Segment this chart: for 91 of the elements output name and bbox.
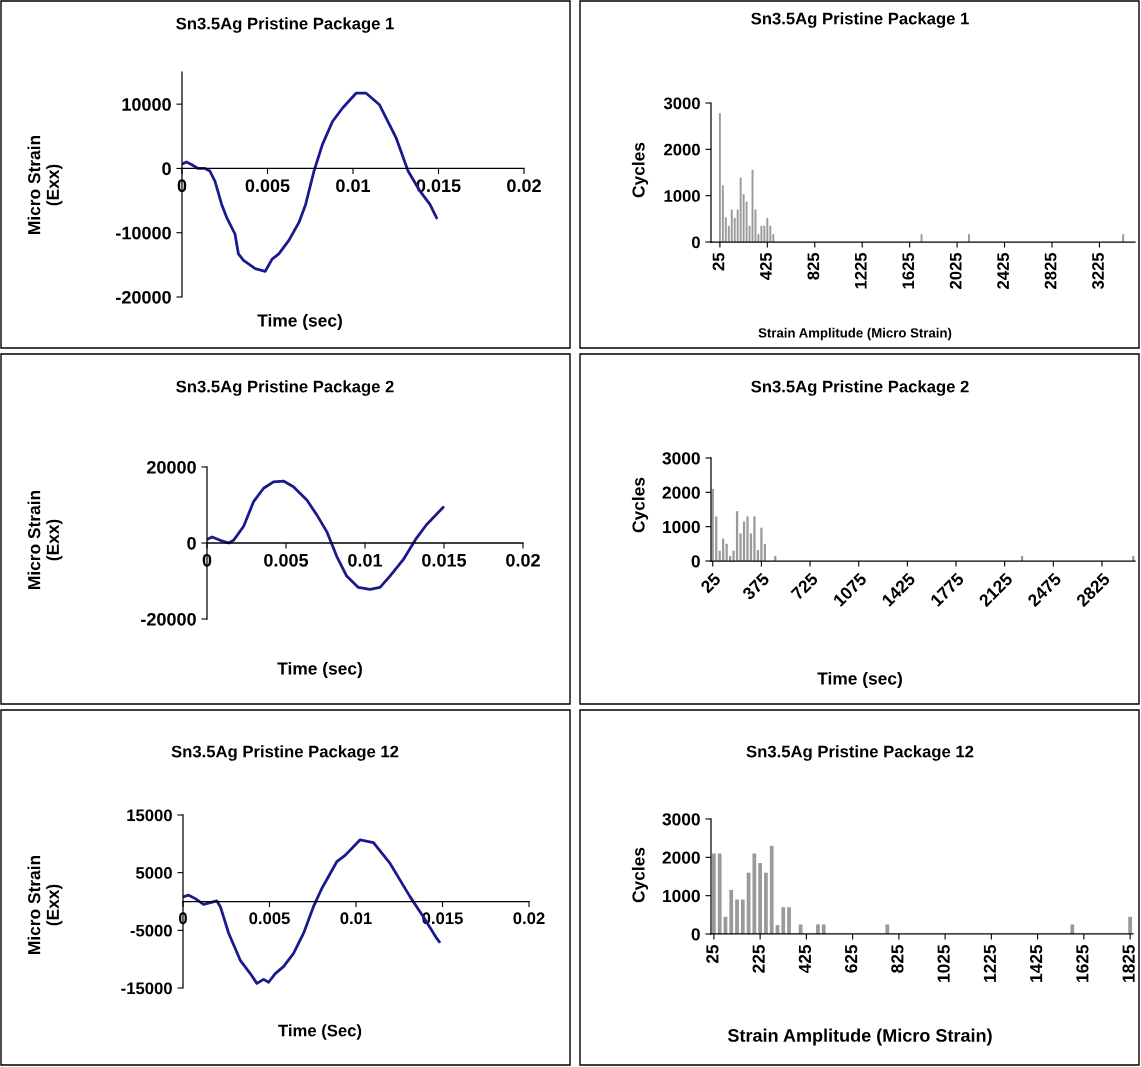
y-axis-title: Cycles [631,477,649,533]
bar [746,516,749,561]
bar [1070,924,1075,934]
x-tick-label: 0.02 [507,179,541,193]
y-tick-label: -20000 [116,290,171,304]
x-tick-label: 1025 [937,944,950,982]
x-tick-label: 0.01 [340,912,372,925]
x-tick-label: 225 [752,944,765,973]
y-tick-label: 1000 [663,889,700,903]
x-axis-title: Time (Sec) [278,1024,362,1040]
x-tick-label: 825 [807,252,820,280]
y-tick-label: 0 [162,162,171,176]
y-tick-label: -5000 [130,924,172,937]
bar [760,527,763,561]
bar [764,872,768,934]
x-tick-label: 825 [891,944,904,973]
x-tick-label: 25 [706,944,719,964]
y-tick-label: -20000 [141,612,196,626]
y-tick-label: 1000 [664,190,700,202]
y-tick-label: 20000 [147,460,196,474]
bar [740,899,745,934]
bar [816,924,820,934]
y-tick-label: 5000 [136,867,172,879]
bar [753,516,756,561]
x-tick-label: 1425 [1029,944,1043,982]
bar [717,853,722,934]
chart-title: Sn3.5Ag Pristine Package 12 [746,745,974,761]
x-tick-label: 1825 [1122,944,1135,982]
x-tick-label: 375 [741,572,771,601]
chart-title: Sn3.5Ag Pristine Package 2 [751,380,969,396]
y-tick-label: 10000 [122,98,171,111]
bar [758,863,763,934]
y-axis-title: Cycles [631,847,649,903]
x-tick-label: 3225 [1092,252,1104,290]
y-axis-title: Micro Strain (Exx) [27,855,63,954]
y-tick-label: 3000 [662,452,700,465]
y-axis-title: Micro Strain (Exx) [27,135,63,234]
bar [735,899,739,934]
x-tick-label: 0.02 [513,912,545,925]
x-tick-label: 0.02 [506,553,540,567]
y-tick-label: 2000 [662,851,700,864]
x-axis-title: Strain Amplitude (Micro Strain) [758,327,952,341]
y-tick-label: 1000 [663,520,700,534]
x-tick-label: 0.005 [264,553,309,567]
bar [769,845,774,934]
bar [781,907,786,934]
bar [712,853,716,934]
chart-title: Sn3.5Ag Pristine Package 1 [751,12,969,28]
x-tick-label: 1225 [854,252,867,289]
x-axis-title: Time (sec) [257,313,342,331]
y-tick-label: 0 [691,236,700,249]
chart-title: Sn3.5Ag Pristine Package 1 [176,17,394,33]
y-tick-label: 3000 [662,813,700,826]
bar [752,853,757,934]
chart-title: Sn3.5Ag Pristine Package 12 [171,745,399,761]
x-tick-label: 1625 [1076,944,1089,982]
y-tick-label: -10000 [116,226,171,240]
bar [821,924,826,934]
y-tick-label: 2000 [662,486,700,499]
x-axis-title: Time (sec) [277,661,362,679]
x-tick-label: 25 [712,252,725,271]
y-tick-label: 2000 [664,143,700,156]
bar [885,924,890,934]
chart-title: Sn3.5Ag Pristine Package 2 [176,380,394,396]
x-tick-label: 2025 [949,252,962,289]
x-axis-title: Strain Amplitude (Micro Strain) [727,1028,992,1046]
x-tick-label: 725 [790,572,819,601]
y-tick-label: 0 [691,928,700,941]
x-tick-label: 0.015 [422,553,467,567]
bar [729,889,734,934]
y-tick-label: 15000 [127,809,172,822]
x-tick-label: 0.005 [249,912,290,925]
bar [1128,916,1132,934]
y-axis-title: Micro Strain (Exx) [27,490,63,589]
bar [787,907,791,934]
x-tick-label: 2825 [1044,252,1057,289]
x-tick-label: 0.005 [245,179,290,193]
x-tick-label: 1225 [983,944,997,982]
y-tick-label: 3000 [663,97,700,110]
x-tick-label: 625 [845,944,858,973]
y-tick-label: -15000 [121,982,172,995]
y-axis-title: Cycles [631,142,649,198]
x-tick-label: 0.01 [336,179,371,193]
x-tick-label: 425 [760,252,772,280]
y-tick-label: 0 [187,536,196,550]
x-tick-label: 2425 [997,252,1010,289]
x-axis-title: Time (sec) [817,671,902,689]
x-tick-label: 425 [798,944,812,974]
x-tick-label: 25 [699,572,722,594]
x-tick-label: 1625 [902,252,915,289]
x-tick-label: 0.01 [348,553,383,567]
